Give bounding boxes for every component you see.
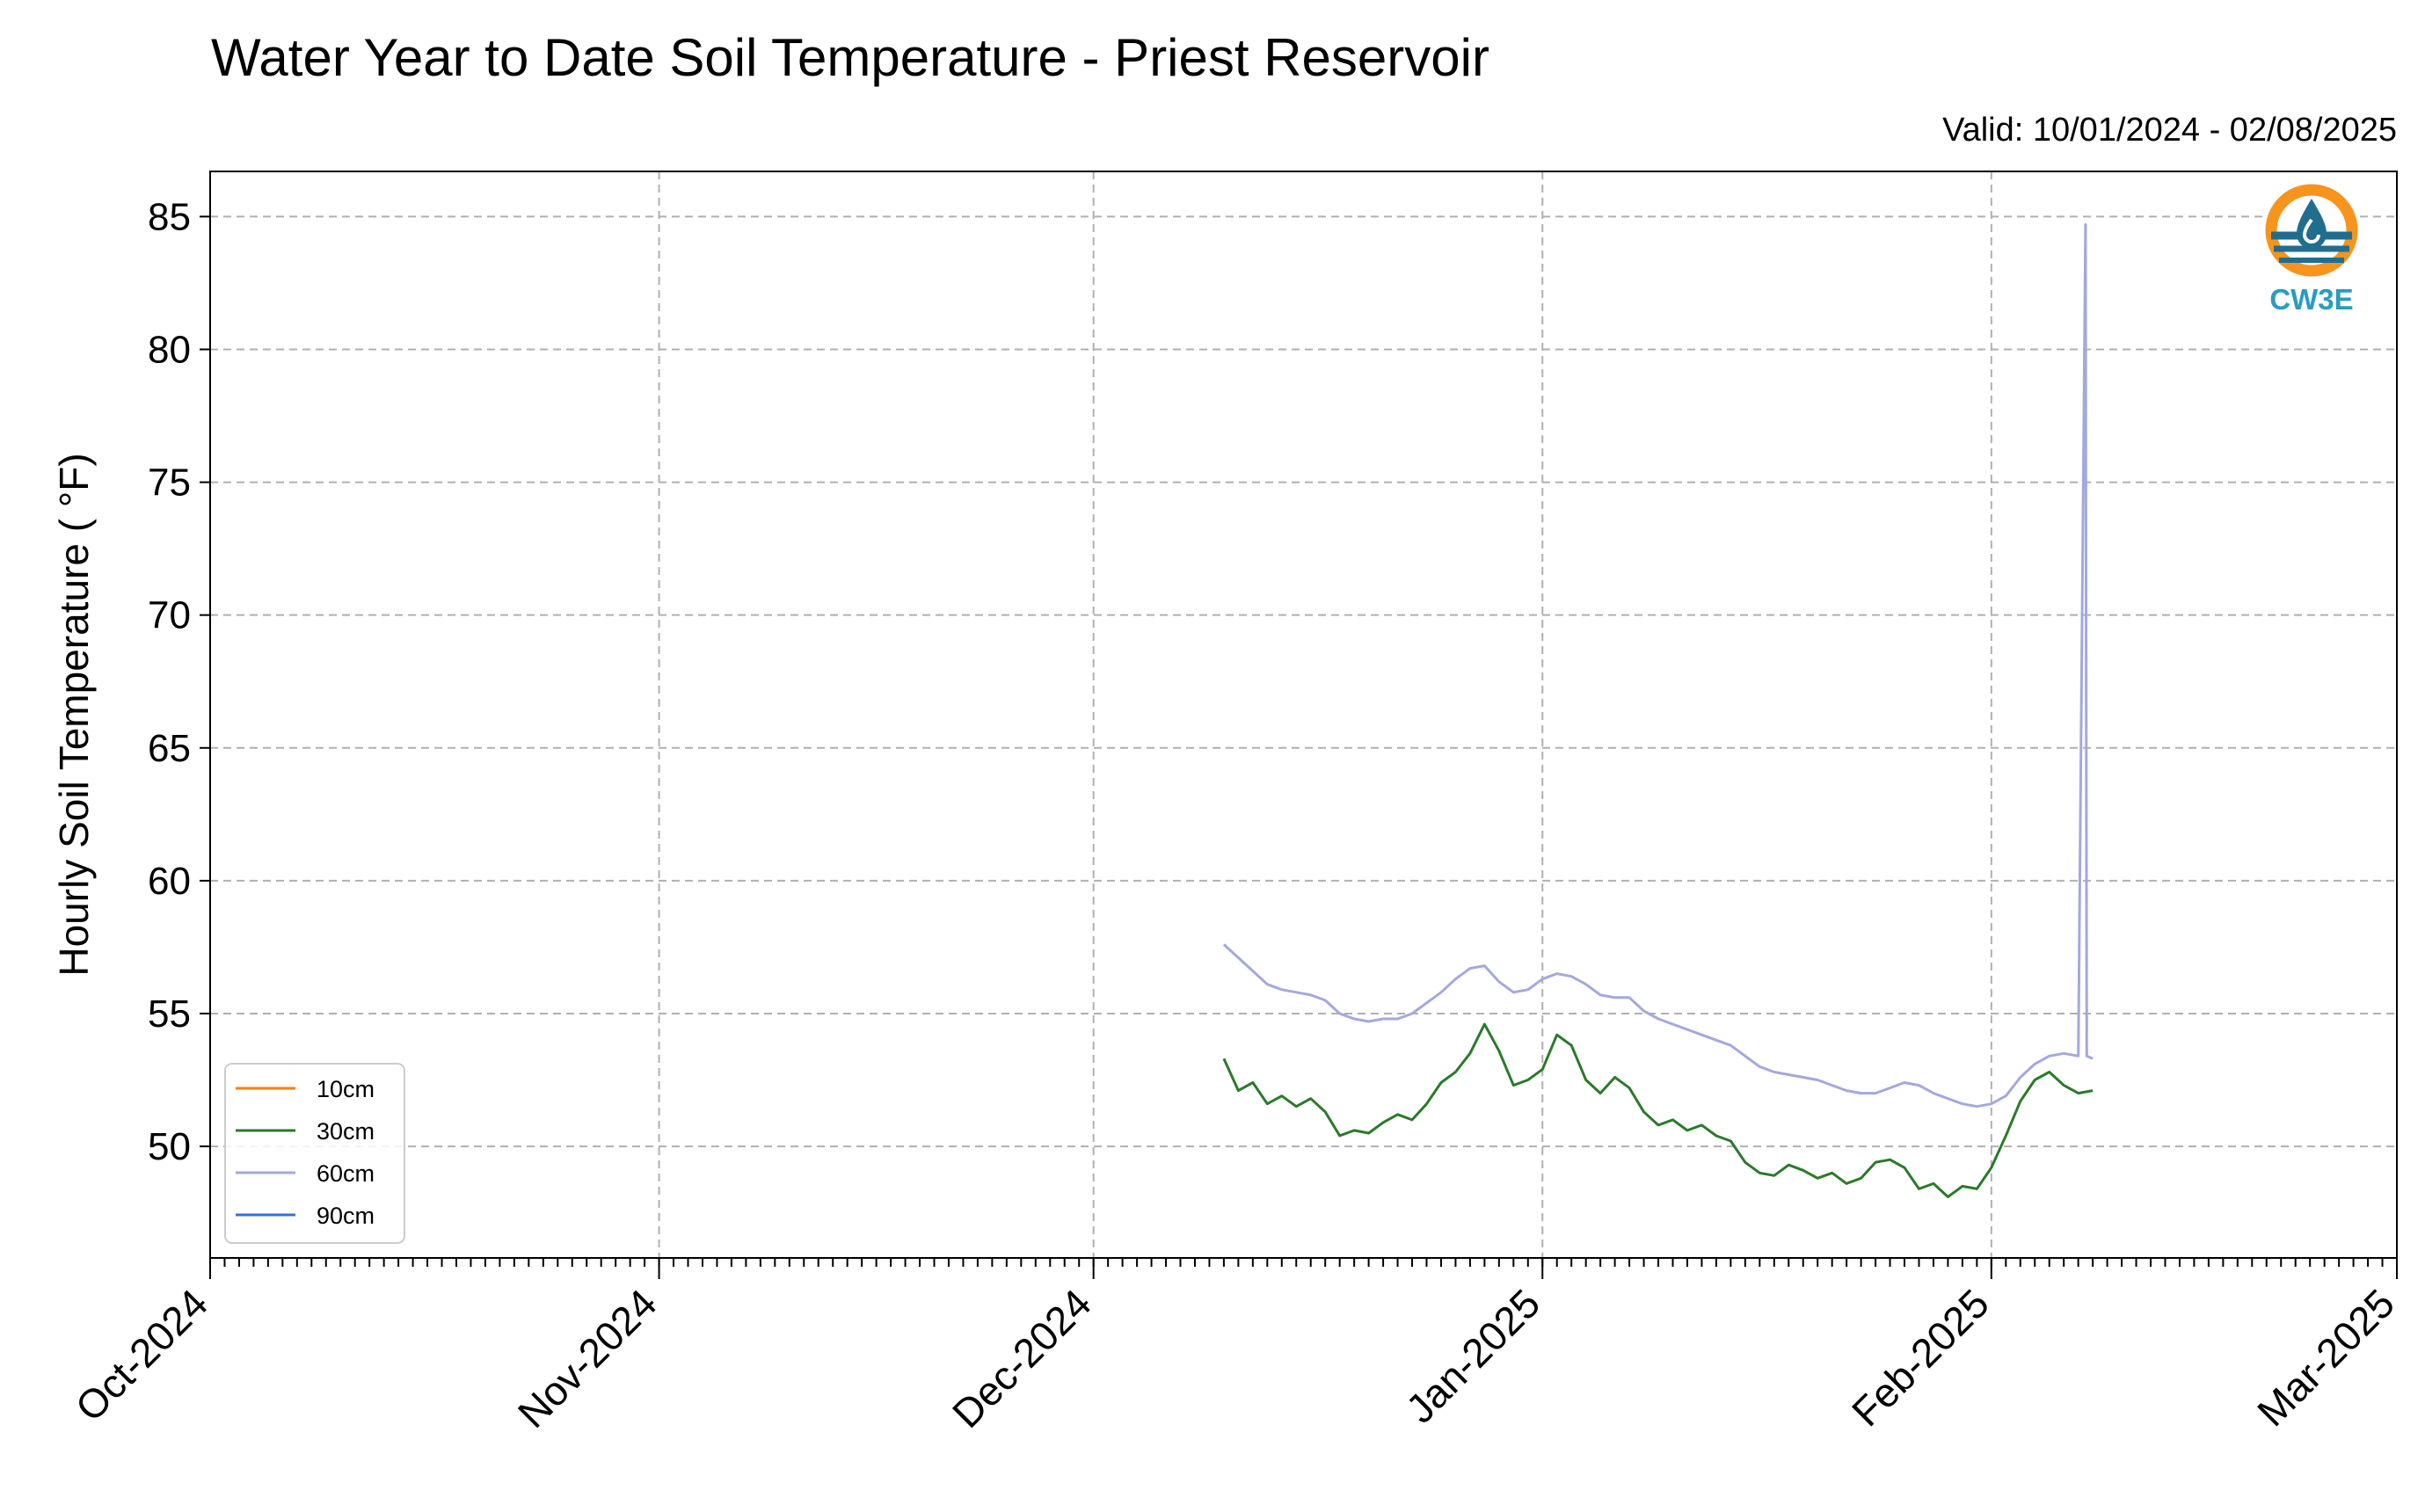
- cw3e-logo: CW3E: [2265, 184, 2358, 316]
- y-tick-label: 50: [148, 1125, 191, 1168]
- y-axis-ticks: 50 55 60 65 70 75 80 85: [148, 195, 210, 1168]
- y-tick-label: 55: [148, 992, 191, 1036]
- legend-box: [224, 1063, 405, 1244]
- grid-lines: [209, 171, 2398, 1258]
- y-tick-label: 70: [148, 594, 191, 637]
- y-tick-label: 65: [148, 727, 191, 770]
- series-line-30cm: [1222, 1022, 2094, 1198]
- legend-label-90cm: 90cm: [317, 1203, 375, 1229]
- y-tick-label: 60: [148, 860, 191, 903]
- y-tick-label: 85: [148, 195, 191, 238]
- y-tick-label: 80: [148, 328, 191, 371]
- x-tick-label: Nov-2024: [509, 1280, 666, 1436]
- x-tick-label: Jan-2025: [1397, 1280, 1548, 1431]
- x-axis-ticks: Oct-2024 Nov-2024 Dec-2024 Jan-2025 Feb-2025…: [67, 1258, 2403, 1436]
- x-tick-label: Oct-2024: [67, 1280, 217, 1430]
- chart-title: Water Year to Date Soil Temperature - Pr…: [211, 28, 1489, 87]
- x-tick-label: Mar-2025: [2248, 1280, 2403, 1435]
- cw3e-logo-icon: [2265, 184, 2358, 277]
- legend-label-10cm: 10cm: [317, 1076, 375, 1102]
- legend-label-30cm: 30cm: [317, 1118, 375, 1145]
- valid-date-range: Valid: 10/01/2024 - 02/08/2025: [1942, 112, 2397, 149]
- series-line-60cm: [1222, 222, 2094, 1109]
- y-tick-label: 75: [148, 462, 191, 505]
- x-tick-label: Dec-2024: [943, 1280, 1100, 1436]
- cw3e-logo-text: CW3E: [2269, 283, 2353, 316]
- legend: 10cm 30cm 60cm 90cm: [224, 1063, 405, 1244]
- legend-label-60cm: 60cm: [317, 1160, 375, 1187]
- plot-frame: [209, 171, 2398, 1259]
- x-tick-label: Feb-2025: [1843, 1280, 1998, 1435]
- y-axis-label: Hourly Soil Temperature ( °F): [51, 453, 97, 976]
- series-lines: [1222, 222, 2094, 1198]
